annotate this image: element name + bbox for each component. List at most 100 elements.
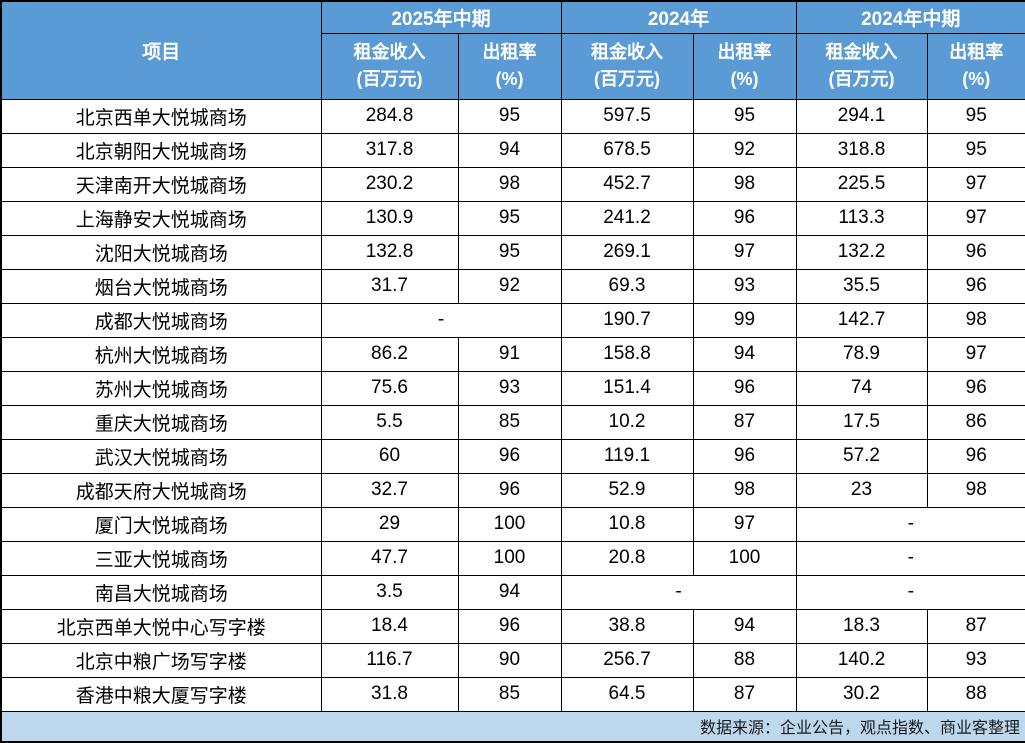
project-name-cell: 北京西单大悦城商场: [1, 99, 321, 133]
rate-value-cell: 98: [927, 303, 1025, 337]
income-value-cell: 10.8: [561, 507, 693, 541]
income-value-cell: 23: [796, 473, 927, 507]
source-note: 数据来源：企业公告，观点指数、商业客整理: [1, 711, 1025, 742]
project-name-cell: 烟台大悦城商场: [1, 269, 321, 303]
income-value-cell: 5.5: [321, 405, 458, 439]
project-name-cell: 北京中粮广场写字楼: [1, 643, 321, 677]
income-value-cell: 294.1: [796, 99, 927, 133]
subheader-rate-line2: (%): [459, 66, 561, 93]
income-value-cell: 64.5: [561, 677, 693, 711]
income-value-cell: 452.7: [561, 167, 693, 201]
rate-value-cell: 98: [693, 473, 796, 507]
rate-value-cell: 96: [927, 235, 1025, 269]
subheader-rate-2024-interim: 出租率 (%): [927, 33, 1025, 99]
rate-value-cell: 93: [693, 269, 796, 303]
income-value-cell: 597.5: [561, 99, 693, 133]
income-value-cell: 60: [321, 439, 458, 473]
rate-value-cell: 97: [927, 167, 1025, 201]
rate-value-cell: 91: [458, 337, 561, 371]
missing-value-cell: -: [796, 507, 1025, 541]
rate-value-cell: 94: [693, 337, 796, 371]
subheader-rate-line1: 出租率: [694, 39, 796, 66]
income-value-cell: 74: [796, 371, 927, 405]
income-value-cell: 158.8: [561, 337, 693, 371]
income-value-cell: 17.5: [796, 405, 927, 439]
rate-value-cell: 93: [927, 643, 1025, 677]
rate-value-cell: 87: [693, 677, 796, 711]
income-value-cell: 284.8: [321, 99, 458, 133]
project-name-cell: 南昌大悦城商场: [1, 575, 321, 609]
subheader-income-line1: 租金收入: [797, 39, 927, 66]
income-value-cell: 32.7: [321, 473, 458, 507]
missing-value-cell: -: [796, 575, 1025, 609]
rate-value-cell: 96: [693, 201, 796, 235]
rate-value-cell: 87: [927, 609, 1025, 643]
income-value-cell: 241.2: [561, 201, 693, 235]
rate-value-cell: 97: [693, 507, 796, 541]
rate-value-cell: 96: [458, 609, 561, 643]
missing-value-cell: -: [796, 541, 1025, 575]
project-name-cell: 苏州大悦城商场: [1, 371, 321, 405]
rate-value-cell: 96: [458, 473, 561, 507]
income-value-cell: 18.4: [321, 609, 458, 643]
project-name-cell: 北京朝阳大悦城商场: [1, 133, 321, 167]
header-group-2024-interim: 2024年中期: [796, 1, 1025, 33]
income-value-cell: 35.5: [796, 269, 927, 303]
rate-value-cell: 96: [693, 371, 796, 405]
income-value-cell: 31.7: [321, 269, 458, 303]
header-project: 项目: [1, 1, 321, 99]
income-value-cell: 31.8: [321, 677, 458, 711]
income-value-cell: 57.2: [796, 439, 927, 473]
income-value-cell: 317.8: [321, 133, 458, 167]
income-value-cell: 30.2: [796, 677, 927, 711]
subheader-rate-line1: 出租率: [928, 39, 1025, 66]
rate-value-cell: 95: [693, 99, 796, 133]
rate-value-cell: 95: [458, 99, 561, 133]
project-name-cell: 成都天府大悦城商场: [1, 473, 321, 507]
header-group-2025-interim: 2025年中期: [321, 1, 561, 33]
rate-value-cell: 92: [693, 133, 796, 167]
income-value-cell: 78.9: [796, 337, 927, 371]
table-header: 项目 2025年中期 2024年 2024年中期 租金收入 (百万元) 出租率 …: [1, 1, 1025, 99]
income-value-cell: 678.5: [561, 133, 693, 167]
income-value-cell: 119.1: [561, 439, 693, 473]
income-value-cell: 38.8: [561, 609, 693, 643]
project-name-cell: 香港中粮大厦写字楼: [1, 677, 321, 711]
rate-value-cell: 96: [927, 439, 1025, 473]
income-value-cell: 132.2: [796, 235, 927, 269]
rate-value-cell: 98: [693, 167, 796, 201]
missing-value-cell: -: [561, 575, 796, 609]
subheader-rate-line2: (%): [928, 66, 1025, 93]
missing-value-cell: -: [321, 303, 561, 337]
project-name-cell: 成都大悦城商场: [1, 303, 321, 337]
rate-value-cell: 96: [693, 439, 796, 473]
rate-value-cell: 85: [458, 405, 561, 439]
income-value-cell: 3.5: [321, 575, 458, 609]
subheader-income-line2: (百万元): [797, 66, 927, 93]
subheader-income-line1: 租金收入: [322, 39, 458, 66]
subheader-rate-line2: (%): [694, 66, 796, 93]
rate-value-cell: 87: [693, 405, 796, 439]
subheader-rate-2025-interim: 出租率 (%): [458, 33, 561, 99]
rate-value-cell: 96: [927, 371, 1025, 405]
rate-value-cell: 95: [458, 201, 561, 235]
table-footer: 数据来源：企业公告，观点指数、商业客整理: [1, 711, 1025, 742]
rate-value-cell: 88: [927, 677, 1025, 711]
project-name-cell: 上海静安大悦城商场: [1, 201, 321, 235]
income-value-cell: 69.3: [561, 269, 693, 303]
project-name-cell: 三亚大悦城商场: [1, 541, 321, 575]
income-value-cell: 52.9: [561, 473, 693, 507]
income-value-cell: 151.4: [561, 371, 693, 405]
